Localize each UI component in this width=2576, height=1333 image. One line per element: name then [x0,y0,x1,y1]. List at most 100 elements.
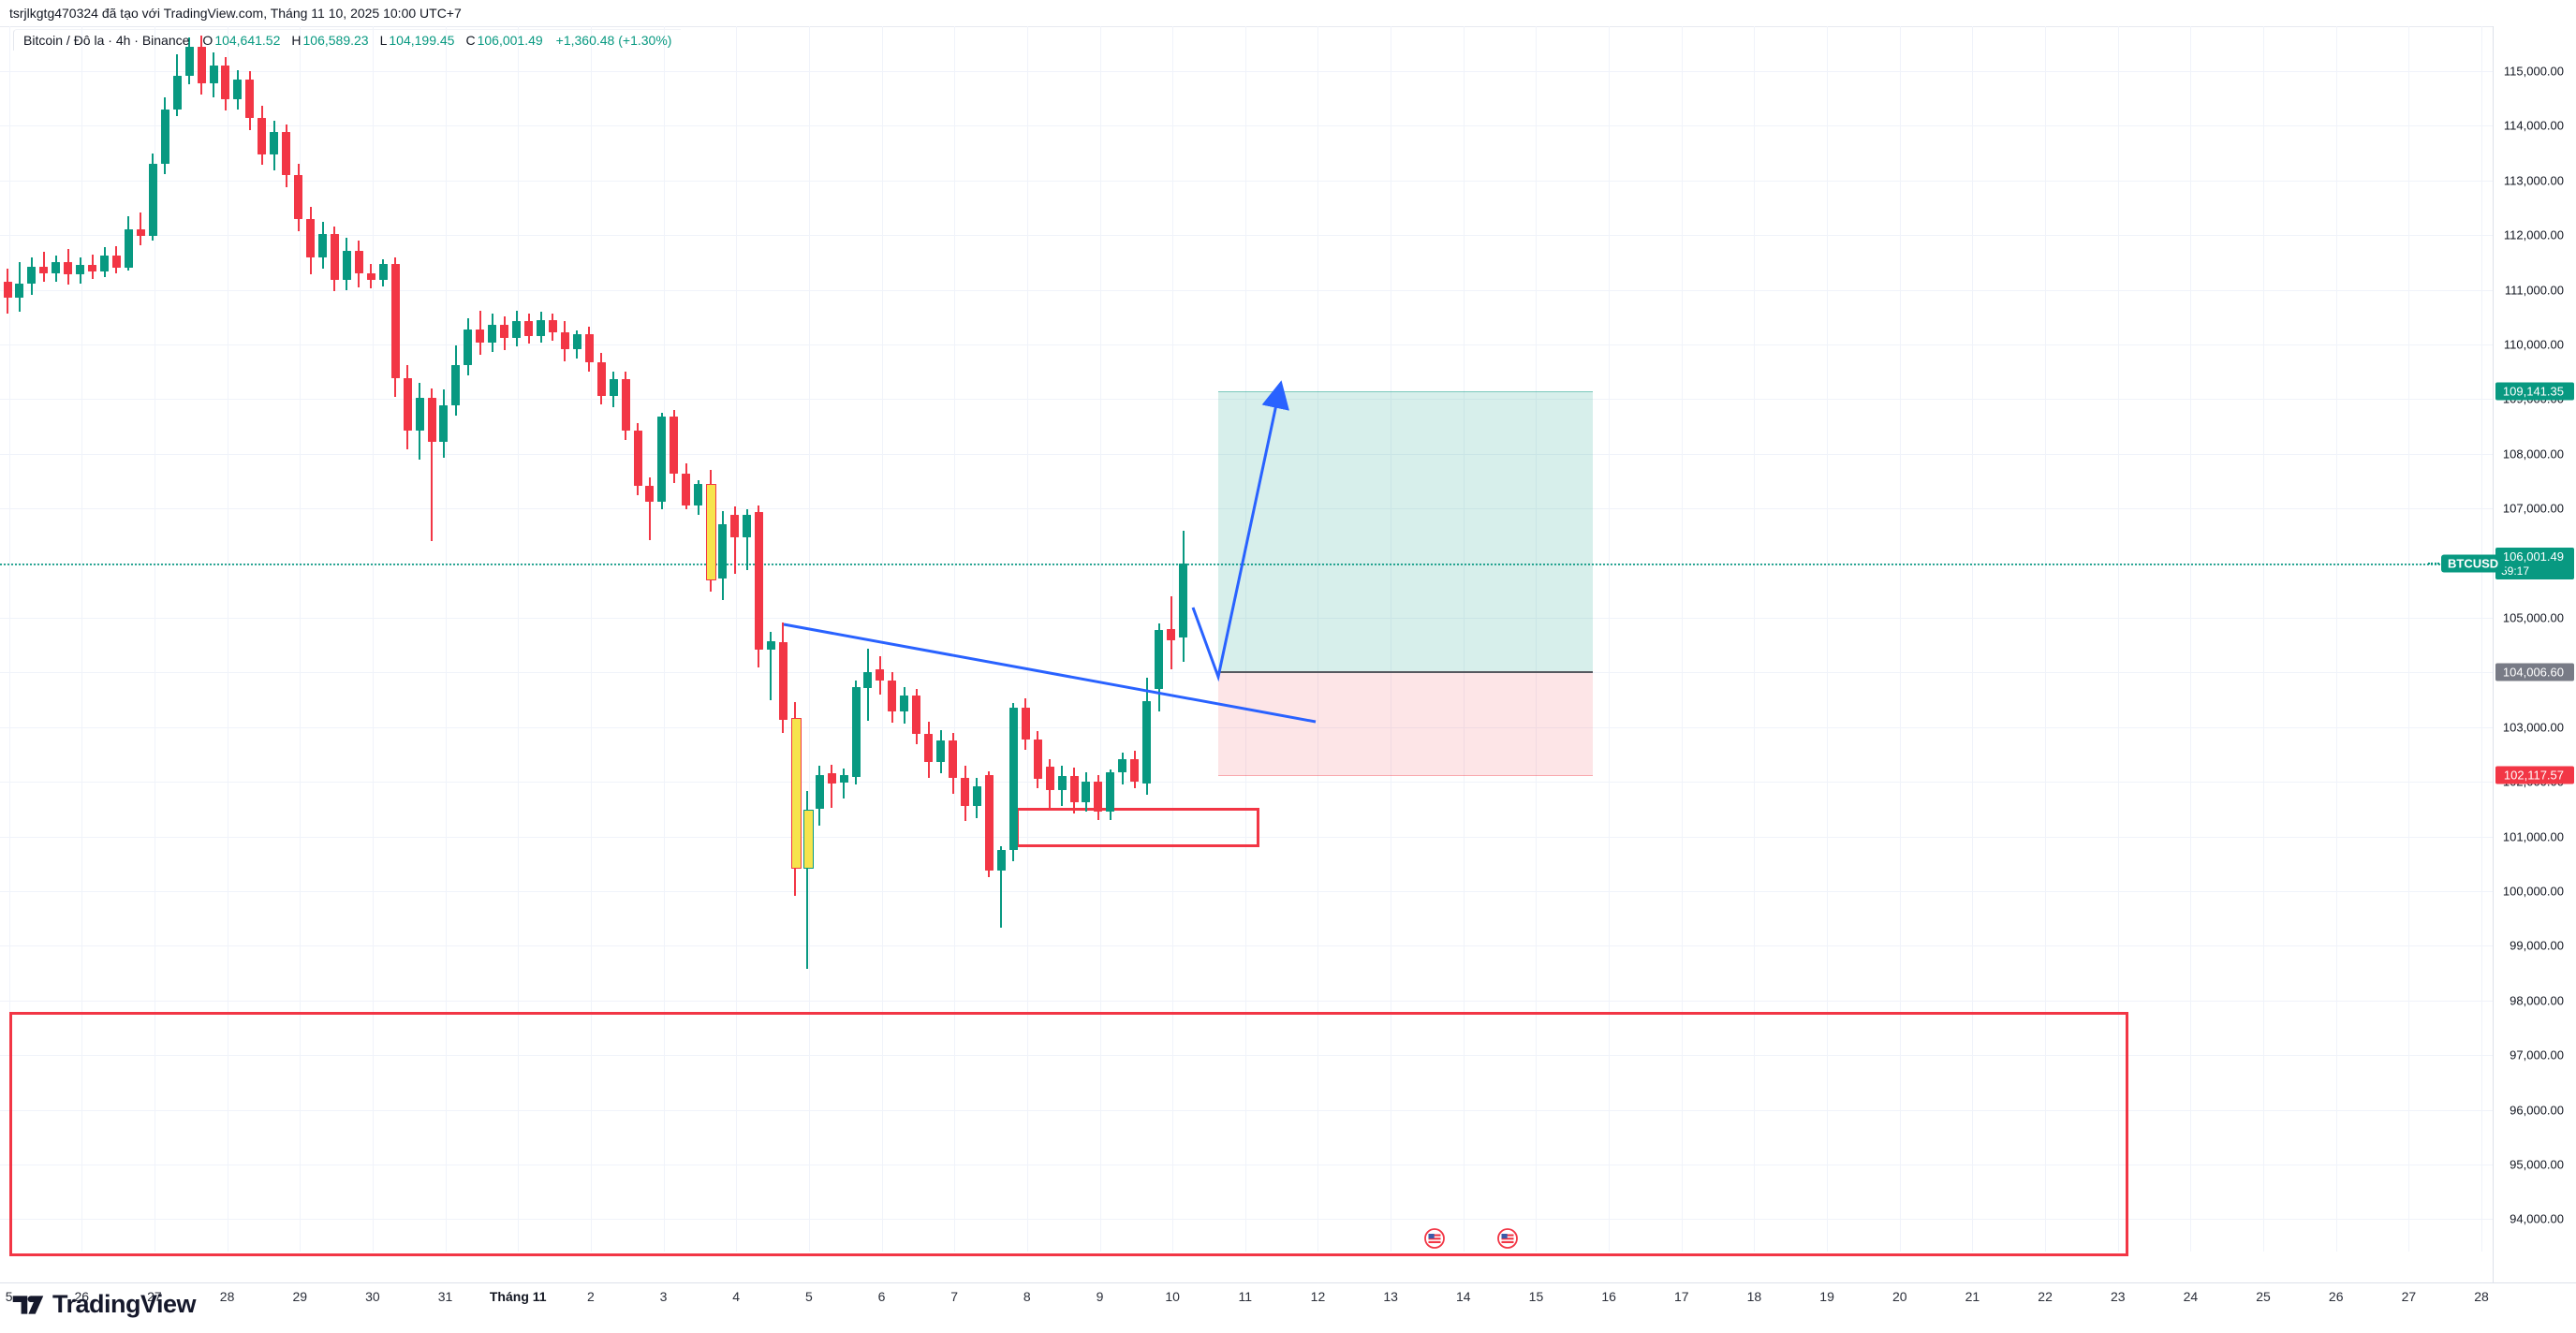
candle [912,695,921,734]
long-position-profit-zone[interactable] [1218,391,1593,673]
grid-line-horizontal [0,125,2493,127]
time-axis-label: 6 [877,1289,886,1304]
candle [790,717,802,870]
grid-line-vertical [1317,26,1319,1252]
ohlc-label: O [202,33,213,48]
candle [88,265,97,272]
candle [1118,758,1127,773]
candle [439,405,449,442]
grid-line-vertical [1827,26,1829,1252]
candle [949,740,958,778]
candle [694,483,703,505]
current-price-line [0,563,2493,565]
grid-line-vertical [1536,26,1538,1252]
time-axis-label: 5 [5,1289,13,1304]
grid-line-vertical [1463,26,1465,1252]
candle [270,132,279,154]
candle [209,66,218,83]
tradingview-watermark[interactable]: TradingView [12,1290,197,1319]
candle [415,398,424,432]
ohlc-value: 104,199.45 [389,33,455,48]
attribution-text: tsrjlkgtg470324 đã tạo với TradingView.c… [9,6,462,21]
grid-line-vertical [736,26,738,1252]
time-axis-label: 24 [2183,1289,2199,1304]
time-axis-label: 12 [1310,1289,1326,1304]
candle-wick [843,768,846,798]
chart-pane[interactable]: Bitcoin / Đô la · 4h · Binance O 104,641.… [0,26,2493,1282]
grid-line-horizontal [0,71,2493,72]
price-label-entry: 104,006.60 [2495,663,2574,681]
candle [743,515,752,538]
candle [778,642,788,721]
candle [282,132,291,175]
candle [888,681,897,712]
candle [984,775,994,871]
grid-line-horizontal [0,891,2493,892]
us-flag-event-icon[interactable] [1424,1228,1445,1249]
price-label-stop: 102,117.57 [2495,766,2574,784]
grid-line-vertical [663,26,665,1252]
candle-wick [648,477,651,541]
tradingview-logo-icon [12,1293,44,1317]
price-axis-label: 97,000.00 [2510,1047,2564,1062]
candle [136,229,145,237]
candle [584,334,594,362]
price-axis-label: 114,000.00 [2503,118,2564,133]
countdown-timer: 59:17 [2501,564,2530,578]
time-scale[interactable]: 5 26 27 28 29 30 31 Tháng 11 2 3 4 5 6 7 8 9 10 11 12 13 14 1… [0,1282,2576,1311]
grid-line-vertical [300,26,302,1252]
candle [851,686,861,777]
price-scale[interactable]: 115,000.00 114,000.00 113,000.00 112,000.00… [2493,26,2576,1282]
candle [160,109,169,165]
grid-line-horizontal [0,180,2493,182]
time-axis-label: 17 [1673,1289,1689,1304]
watermark-brand: TradingView [52,1290,197,1318]
chart-legend[interactable]: Bitcoin / Đô la · 4h · Binance O 104,641.… [13,29,682,51]
candle [900,695,909,712]
candle [330,234,339,281]
candle [1167,629,1176,640]
time-axis-label: 25 [2256,1289,2271,1304]
candle [863,672,873,689]
long-position-entry-line[interactable] [1218,671,1593,673]
ohlc-value: 104,641.52 [214,33,281,48]
candle [548,320,557,333]
grid-line-vertical [1972,26,1974,1252]
candle [476,329,485,343]
candle-wick [140,212,142,245]
ohlc-label: L [379,33,388,48]
candle [111,256,121,269]
candle [706,483,717,580]
candle [403,378,412,432]
price-label-target: 109,141.35 [2495,382,2574,401]
candle [621,379,630,431]
support-rectangle[interactable] [1016,808,1259,847]
price-axis-label: 98,000.00 [2510,993,2564,1008]
grid-line-vertical [590,26,592,1252]
candle [172,75,182,110]
candle [815,775,824,810]
candle [876,669,885,681]
candle [427,398,436,442]
grid-line-horizontal [0,344,2493,345]
lower-rectangle[interactable] [9,1012,2128,1256]
change-value: +1,360.48 (+1.30%) [555,33,672,48]
long-position-stop-zone[interactable] [1218,672,1593,777]
candle [64,262,73,275]
candle [1094,782,1103,812]
candle [294,174,303,219]
time-axis-label: 20 [1892,1289,1907,1304]
grid-line-horizontal [0,945,2493,947]
candle [972,785,981,806]
candle [258,118,267,154]
candle [839,774,848,784]
candle [924,733,934,763]
candle [560,332,569,349]
candle [1106,772,1115,812]
us-flag-event-icon[interactable] [1497,1228,1518,1249]
price-axis-label: 94,000.00 [2510,1211,2564,1226]
candle [1057,776,1067,790]
ohlc-item: C 106,001.49 [465,33,542,48]
price-axis-label: 100,000.00 [2502,884,2564,899]
price-axis-label: 108,000.00 [2502,447,2564,461]
